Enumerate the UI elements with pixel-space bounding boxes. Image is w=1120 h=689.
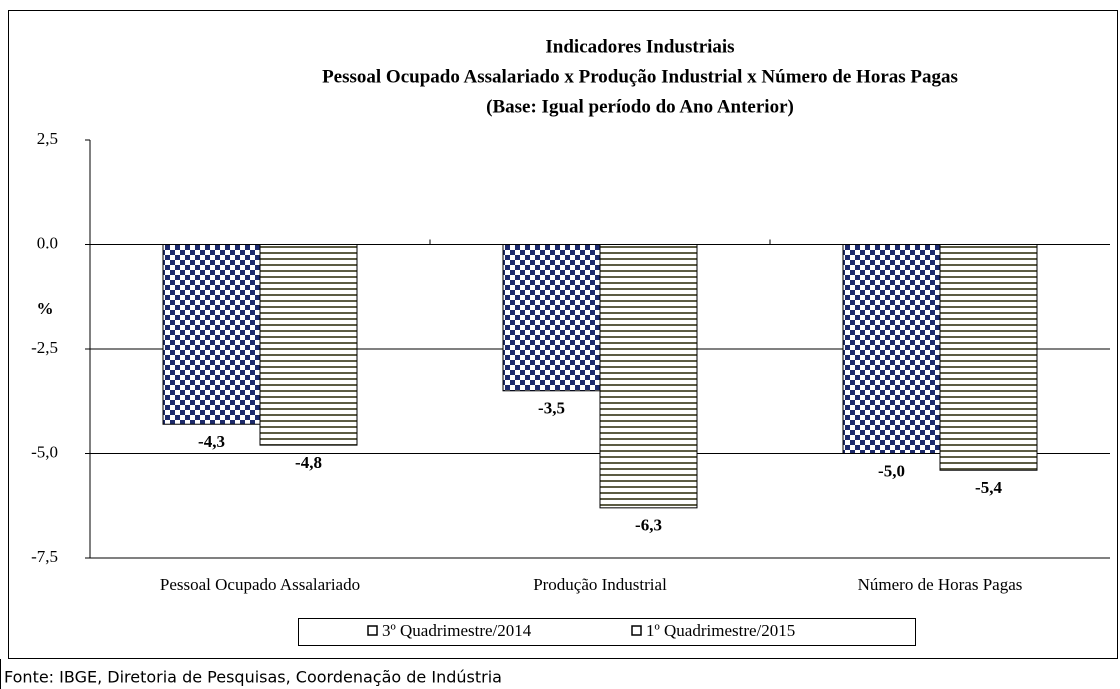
y-axis-title: %	[37, 299, 54, 318]
y-tick-label: -2,5	[31, 338, 58, 357]
y-tick-label: -7,5	[31, 547, 58, 566]
value-label: -4,3	[198, 432, 225, 451]
value-label: -3,5	[538, 399, 565, 418]
bar	[162, 244, 261, 425]
source-note: Fonte: IBGE, Diretoria de Pesquisas, Coo…	[4, 668, 502, 687]
x-tick-label: Produção Industrial	[533, 575, 667, 594]
x-tick-label: Número de Horas Pagas	[858, 575, 1023, 594]
bar	[842, 244, 941, 454]
chart-frame	[8, 10, 1118, 659]
y-tick-label: 2,5	[37, 129, 58, 148]
legend	[298, 618, 916, 646]
legend-label: 1º Quadrimestre/2015	[646, 621, 795, 640]
bar	[599, 244, 698, 509]
legend-label: 3º Quadrimestre/2014	[382, 621, 532, 640]
legend-swatch	[367, 625, 378, 636]
bar	[259, 244, 358, 446]
chart-subtitle: Pessoal Ocupado Assalariado x Produção I…	[322, 66, 958, 87]
chart-title: Indicadores Industriais	[545, 36, 734, 57]
value-label: -5,4	[975, 478, 1002, 497]
value-label: -6,3	[635, 516, 662, 535]
chart-subtitle: (Base: Igual período do Ano Anterior)	[486, 96, 794, 117]
bar	[502, 244, 601, 392]
value-label: -5,0	[878, 461, 905, 480]
y-tick-label: 0.0	[37, 233, 58, 252]
value-label: -4,8	[295, 453, 322, 472]
x-tick-label: Pessoal Ocupado Assalariado	[160, 575, 360, 594]
legend-swatch	[631, 625, 642, 636]
y-tick-label: -5,0	[31, 442, 58, 461]
bar	[939, 244, 1038, 471]
